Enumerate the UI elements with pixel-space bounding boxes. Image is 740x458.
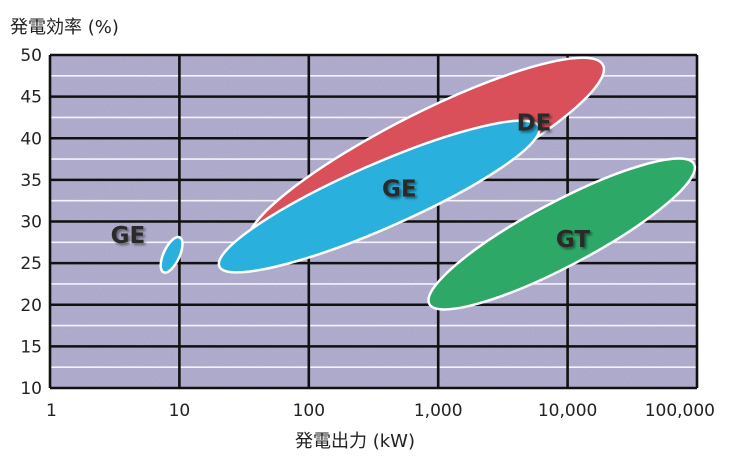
y-tick-label: 35 [20,171,42,191]
region-ge [159,235,184,274]
y-tick-label: 20 [20,296,42,316]
y-axis-ticks: 10 15 20 25 30 35 40 45 50 [20,46,42,399]
x-tick-label: 10 [169,401,191,421]
x-tick-label: 1,000 [414,401,463,421]
y-tick-label: 30 [20,213,42,233]
region-label-ge: GE [111,223,146,249]
y-tick-label: 40 [20,129,42,149]
x-tick-label: 10,000 [538,401,597,421]
region-ge-area [159,235,184,274]
x-tick-label: 100 [293,401,325,421]
y-tick-label: 25 [20,254,42,274]
region-label-gt: GT [556,227,590,253]
x-tick-label: 100,000 [645,401,715,421]
y-tick-label: 10 [20,379,42,399]
x-tick-label: 1 [46,401,57,421]
x-axis-title: 発電出力 (kW) [295,431,415,452]
regions: DE GE GE GT [111,56,697,311]
region-gt [427,157,697,311]
region-label-ge: GE [382,176,417,202]
x-axis-ticks: 1 10 100 1,000 10,000 100,000 [46,401,715,421]
y-tick-label: 45 [20,88,42,108]
region-ge-area [217,119,541,274]
region-label-de: DE [517,111,552,137]
region-gt-area [427,157,697,311]
y-tick-label: 50 [20,46,42,66]
region-ge [217,119,541,274]
y-axis-title: 発電効率 (%) [10,17,119,38]
y-tick-label: 15 [20,337,42,357]
